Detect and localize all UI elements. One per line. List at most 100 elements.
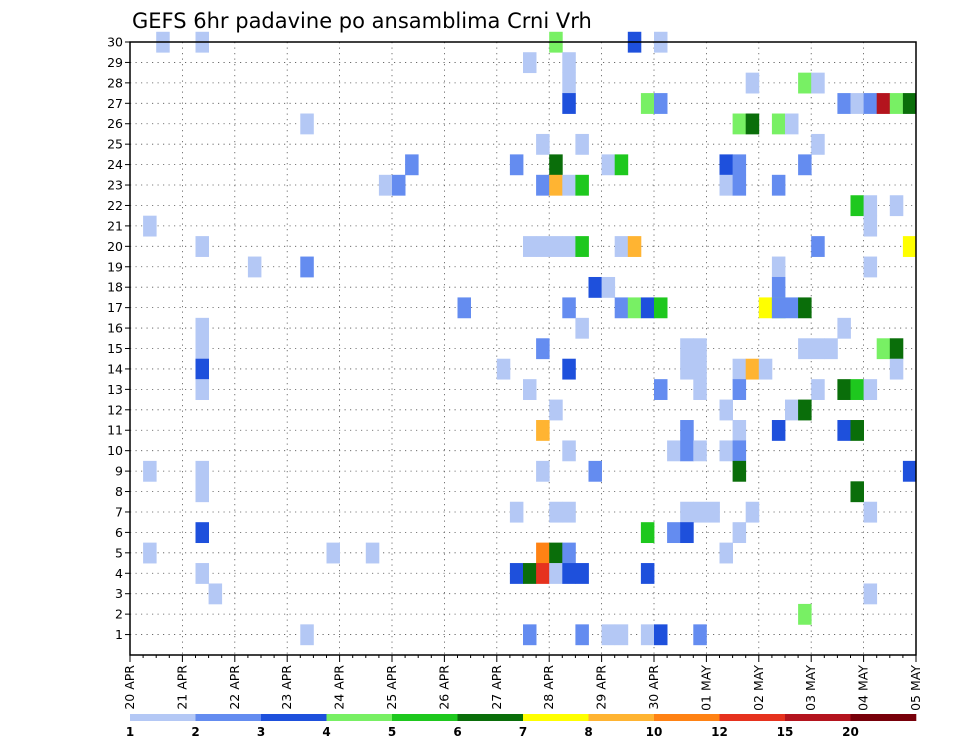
heatmap-cell: [562, 563, 576, 584]
heatmap-cell: [536, 338, 550, 360]
colorbar-segment: [326, 714, 393, 721]
x-tick-label: 23 APR: [279, 665, 294, 710]
heatmap-cell: [640, 93, 655, 114]
heatmap-cell: [562, 297, 576, 319]
heatmap-cell: [549, 174, 563, 196]
heatmap-cell: [902, 93, 917, 114]
heatmap-cell: [693, 358, 707, 380]
heatmap-cell: [208, 583, 223, 605]
heatmap-cell: [536, 460, 550, 482]
heatmap-cell: [562, 236, 576, 257]
heatmap-cell: [693, 440, 707, 462]
y-tick-label: 14: [107, 361, 123, 376]
heatmap-cell: [693, 501, 707, 523]
heatmap-cell: [863, 583, 878, 605]
heatmap-cell: [588, 460, 602, 482]
y-tick-label: 18: [107, 280, 123, 295]
colorbar-segment: [654, 714, 720, 721]
y-tick-label: 27: [107, 96, 123, 111]
heatmap-cell: [640, 563, 655, 584]
heatmap-cell: [549, 399, 563, 421]
heatmap-cell: [902, 236, 917, 257]
heatmap-cell: [850, 195, 864, 217]
heatmap-cell: [850, 481, 864, 503]
heatmap-cell: [627, 297, 642, 319]
heatmap-cell: [392, 174, 406, 196]
heatmap-cell: [549, 542, 563, 564]
y-tick-label: 3: [115, 586, 123, 601]
heatmap-cell: [732, 420, 747, 441]
heatmap-cell: [902, 460, 917, 482]
heatmap-cell: [680, 440, 694, 462]
heatmap-cell: [496, 358, 511, 380]
heatmap-cell: [562, 501, 576, 523]
heatmap-cell: [771, 174, 786, 196]
x-tick-label: 27 APR: [489, 665, 504, 710]
heatmap-cell: [732, 460, 747, 482]
heatmap-cell: [601, 276, 616, 298]
heatmap-cell: [693, 338, 707, 360]
heatmap-cell: [549, 154, 563, 176]
x-tick-label: 22 APR: [227, 665, 242, 710]
heatmap-cell: [575, 317, 589, 339]
colorbar-segment: [850, 714, 917, 721]
heatmap-cell: [680, 358, 694, 380]
heatmap-cell: [195, 317, 209, 339]
y-tick-label: 9: [115, 464, 123, 479]
heatmap-cell: [143, 215, 157, 237]
heatmap-cell: [195, 481, 209, 503]
heatmap-cell: [745, 72, 760, 94]
chart-title: GEFS 6hr padavine po ansamblima Crni Vrh: [132, 9, 592, 33]
heatmap-cell: [549, 236, 563, 257]
colorbar-label: 1: [126, 725, 134, 739]
heatmap-cell: [640, 297, 655, 319]
heatmap-cell: [811, 379, 825, 400]
heatmap-cell: [693, 379, 707, 400]
heatmap-cell: [575, 563, 589, 584]
y-tick-label: 5: [115, 545, 123, 560]
heatmap-cell: [811, 236, 825, 257]
heatmap-cell: [523, 563, 537, 584]
heatmap-cell: [863, 501, 878, 523]
heatmap-cell: [785, 399, 799, 421]
heatmap-cell: [889, 93, 904, 114]
x-tick-label: 28 APR: [541, 665, 556, 710]
x-tick-label: 21 APR: [174, 665, 189, 710]
heatmap-cell: [680, 501, 694, 523]
colorbar-segment: [785, 714, 851, 721]
heatmap-cell: [771, 420, 786, 441]
heatmap-cell: [523, 624, 537, 646]
colorbar-segment: [261, 714, 327, 721]
y-tick-label: 7: [115, 504, 123, 519]
heatmap-cell: [640, 522, 655, 544]
colorbar-segment: [719, 714, 786, 721]
heatmap-cell: [195, 236, 209, 257]
heatmap-cell: [863, 215, 878, 237]
colorbar-segment: [130, 714, 196, 721]
x-tick-label: 01 MAY: [698, 665, 713, 711]
heatmap-cell: [536, 563, 550, 584]
heatmap-cell: [732, 174, 747, 196]
y-tick-label: 25: [107, 137, 123, 152]
heatmap-cell: [326, 542, 340, 564]
heatmap-cell: [195, 358, 209, 380]
heatmap-cell: [850, 420, 864, 441]
heatmap-cell: [627, 236, 642, 257]
heatmap-cell: [824, 338, 838, 360]
heatmap-cell: [837, 379, 851, 400]
heatmap-cell: [732, 154, 747, 176]
heatmap-cell: [549, 563, 563, 584]
heatmap-cell: [889, 195, 904, 217]
heatmap-cell: [719, 174, 733, 196]
colorbar-label: 15: [777, 725, 794, 739]
colorbar-label: 3: [257, 725, 265, 739]
heatmap-cell: [889, 338, 904, 360]
colorbar-label: 12: [711, 725, 728, 739]
heatmap-cell: [654, 93, 668, 114]
colorbar-segment: [392, 714, 458, 721]
y-tick-label: 11: [107, 423, 123, 438]
heatmap-cell: [719, 542, 733, 564]
heatmap-cell: [758, 358, 773, 380]
heatmap-cell: [523, 236, 537, 257]
